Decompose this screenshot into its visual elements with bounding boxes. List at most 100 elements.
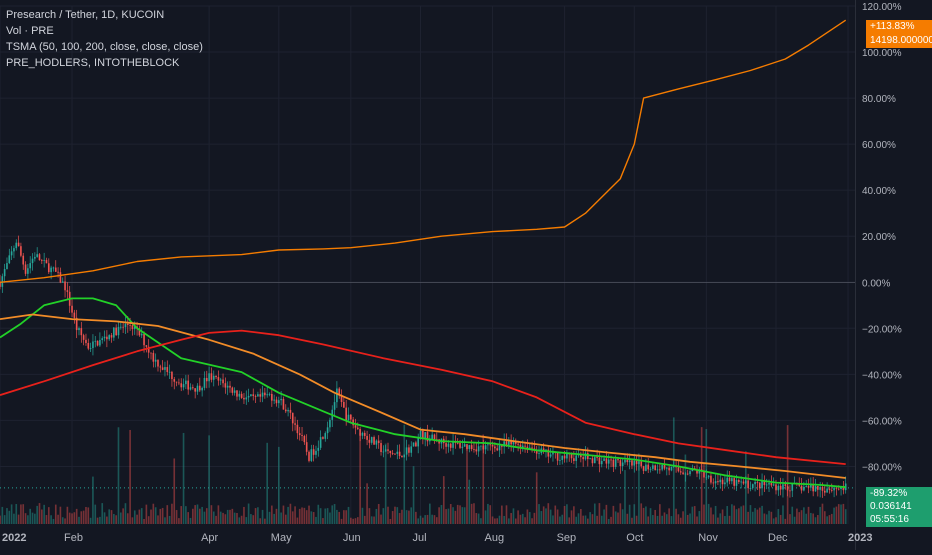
- volume-bar: [73, 512, 76, 524]
- volume-bar: [377, 503, 380, 524]
- candle-body: [531, 447, 533, 449]
- volume-bar: [129, 429, 131, 524]
- candle-body: [698, 469, 701, 474]
- volume-bar: [29, 508, 32, 524]
- volume-bar: [271, 505, 273, 524]
- volume-bar: [275, 508, 278, 524]
- volume-bar: [222, 512, 224, 524]
- volume-bar: [1, 506, 4, 524]
- candle-body: [96, 340, 99, 346]
- volume-bar: [280, 512, 282, 524]
- volume-bar: [528, 512, 531, 524]
- volume-bar: [533, 512, 536, 524]
- volume-bar: [20, 504, 22, 524]
- volume-bar: [52, 518, 55, 524]
- candle-body: [208, 373, 210, 382]
- legend-holders[interactable]: PRE_HODLERS, INTOTHEBLOCK: [6, 57, 180, 69]
- volume-bar: [152, 503, 155, 524]
- volume-bar: [171, 503, 173, 524]
- candle-body: [663, 465, 666, 469]
- candle-body: [219, 379, 222, 381]
- volume-bar: [0, 515, 1, 524]
- volume-bar: [661, 515, 663, 524]
- candle-body: [447, 443, 450, 447]
- candle-body: [217, 377, 220, 381]
- legend-tsma[interactable]: TSMA (50, 100, 200, close, close, close): [6, 41, 203, 53]
- volume-bar: [463, 507, 466, 524]
- volume-bar: [138, 509, 141, 524]
- legend-volume[interactable]: Vol · PRE: [6, 25, 54, 37]
- volume-bar: [178, 518, 180, 524]
- volume-bar: [145, 504, 148, 524]
- volume-bar: [649, 508, 652, 524]
- volume-bar: [705, 429, 708, 524]
- candle-body: [496, 448, 499, 451]
- candle-body: [772, 484, 775, 486]
- volume-bar: [807, 506, 810, 524]
- volume-bar: [352, 518, 354, 524]
- candle-body: [533, 448, 536, 450]
- volume-bar: [368, 508, 371, 524]
- volume-bar: [154, 507, 157, 524]
- x-tick-label: Feb: [64, 532, 83, 544]
- volume-bar: [626, 513, 629, 524]
- volume-bar: [593, 503, 596, 524]
- volume-bar: [124, 503, 127, 524]
- y-tick-label: 120.00%: [862, 2, 902, 13]
- volume-bar: [57, 514, 59, 524]
- volume-bar: [370, 516, 373, 524]
- volume-bar: [106, 516, 108, 524]
- candle-body: [296, 424, 299, 434]
- candle-body: [566, 453, 568, 459]
- candle-body: [812, 484, 814, 492]
- volume-bar: [298, 508, 301, 524]
- candle-body: [31, 258, 34, 264]
- candle-body: [236, 390, 238, 397]
- volume-bar: [545, 508, 547, 524]
- volume-bar: [45, 515, 48, 524]
- candle-body: [524, 445, 526, 447]
- candle-body: [101, 338, 104, 341]
- volume-bar: [731, 504, 733, 524]
- candle-body: [807, 486, 810, 488]
- candle-body: [631, 460, 633, 466]
- y-tick-label: −80.00%: [862, 462, 902, 473]
- volume-bar: [742, 505, 745, 524]
- candle-body: [786, 485, 789, 491]
- volume-bar: [645, 506, 647, 524]
- candle-body: [243, 397, 245, 400]
- candle-body: [508, 440, 510, 445]
- candle-body: [310, 449, 313, 461]
- volume-bar: [798, 512, 801, 524]
- volume-bar: [440, 505, 443, 524]
- volume-bar: [614, 511, 617, 524]
- legend-symbol-title[interactable]: Presearch / Tether, 1D, KUCOIN: [6, 9, 165, 21]
- y-tick-label: 100.00%: [862, 48, 902, 59]
- candle-body: [87, 342, 90, 349]
- volume-bar: [663, 512, 666, 524]
- volume-bar: [449, 504, 452, 524]
- volume-bar: [719, 513, 722, 524]
- volume-bar: [391, 511, 394, 524]
- candle-body: [538, 453, 540, 455]
- candle-body: [201, 387, 203, 391]
- candle-body: [617, 459, 619, 461]
- volume-bar: [168, 515, 171, 524]
- candle-body: [108, 335, 111, 340]
- candle-body: [728, 477, 731, 482]
- volume-bar: [665, 514, 668, 524]
- candle-body: [175, 381, 178, 383]
- volume-bar: [173, 458, 176, 524]
- candle-body: [319, 437, 322, 448]
- candle-body: [75, 317, 78, 331]
- volume-bar: [538, 504, 540, 524]
- y-tick-label: 80.00%: [862, 94, 896, 105]
- x-tick-label: 2022: [2, 532, 26, 544]
- volume-bar: [259, 518, 262, 524]
- candle-body: [689, 471, 691, 475]
- volume-bar: [728, 515, 731, 524]
- volume-bar: [763, 513, 766, 524]
- volume-bar: [198, 508, 201, 524]
